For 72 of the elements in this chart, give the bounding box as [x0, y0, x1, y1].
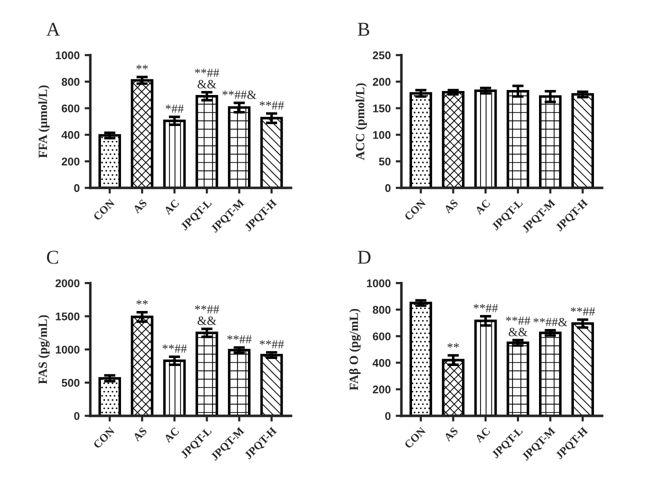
bar: [130, 79, 154, 188]
y-axis-title: FAS (pg/mL): [38, 315, 50, 384]
chart-title: C: [46, 250, 58, 264]
y-tick-label: 600: [372, 332, 391, 340]
annotation: **## &&: [194, 305, 220, 325]
chart-title: D: [358, 250, 371, 264]
annotation: **## &&: [506, 316, 530, 336]
bar: [228, 348, 251, 416]
annotation: **: [136, 64, 148, 70]
bar: [506, 342, 530, 416]
y-tick-label: 1000: [56, 51, 80, 60]
y-tick-label: 0: [74, 184, 80, 192]
annotation: **: [136, 300, 148, 305]
y-tick-label: 0: [385, 184, 391, 192]
bar: [442, 358, 464, 416]
x-tick-label: AC: [163, 199, 180, 216]
y-tick-label: 1000: [56, 346, 80, 354]
annotation: **##: [260, 101, 284, 110]
x-tick-label: AS: [132, 426, 148, 442]
bar: [260, 354, 283, 416]
bar: [196, 95, 218, 188]
annotation: **##: [474, 304, 498, 312]
y-axis-title: FFA (μmol/L): [38, 85, 50, 158]
annotation: **: [448, 343, 459, 348]
bar: [228, 106, 251, 188]
annotation: **##&: [534, 318, 568, 326]
bar: [196, 332, 218, 416]
annotation: **##: [260, 340, 284, 348]
y-tick-label: 250: [372, 51, 391, 60]
bar: [539, 332, 562, 416]
bar: [571, 322, 594, 416]
y-tick-label: 2000: [56, 279, 80, 288]
y-tick-label: 500: [62, 378, 80, 387]
chart-title: B: [358, 22, 370, 36]
chart-title: A: [46, 22, 60, 36]
bar: [163, 359, 186, 416]
x-tick-label: AS: [443, 426, 458, 442]
y-tick-label: 1500: [56, 312, 80, 320]
y-tick-label: 800: [62, 78, 80, 86]
y-tick-label: 600: [62, 104, 80, 112]
bar: [163, 120, 186, 188]
y-tick-label: 150: [373, 104, 391, 112]
x-tick-label: AC: [474, 427, 490, 444]
x-tick-label: AC: [163, 427, 180, 444]
bar: [130, 316, 154, 416]
y-tick-label: 200: [372, 386, 391, 394]
y-tick-label: 1000: [366, 279, 391, 288]
y-tick-label: 200: [62, 158, 80, 166]
annotation: **##&: [222, 90, 256, 99]
bar: [98, 377, 122, 416]
annotation: **##: [570, 307, 595, 316]
annotation: **##: [162, 344, 187, 353]
x-tick-label: AS: [132, 198, 148, 214]
annotation: *##: [166, 104, 184, 113]
annotation: **## &&: [194, 68, 220, 88]
x-tick-label: AS: [443, 198, 458, 214]
y-tick-label: 800: [372, 306, 391, 314]
x-tick-label: AC: [474, 199, 490, 216]
y-axis-title: ACC (pmol/L): [356, 83, 367, 160]
y-tick-label: 200: [372, 78, 391, 86]
y-tick-label: 50: [378, 158, 391, 166]
bar: [260, 116, 283, 188]
y-tick-label: 0: [385, 412, 391, 420]
y-axis-title: FAβ O (pg/mL): [349, 308, 361, 390]
y-tick-label: 0: [74, 412, 80, 420]
bar: [474, 320, 497, 416]
bar: [410, 302, 432, 416]
bar: [98, 134, 122, 188]
y-tick-label: 100: [373, 131, 391, 139]
annotation: **##: [227, 335, 252, 344]
y-tick-label: 400: [62, 131, 80, 139]
y-tick-label: 400: [372, 358, 391, 367]
